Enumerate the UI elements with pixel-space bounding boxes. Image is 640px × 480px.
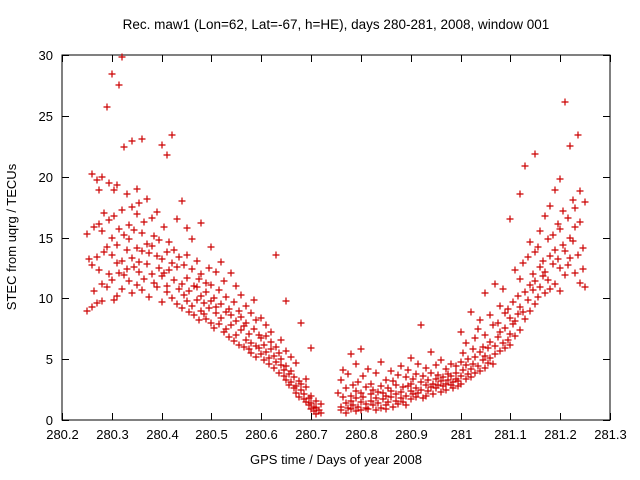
x-tick-label: 280.2 [46, 427, 79, 442]
y-tick-label: 30 [39, 48, 53, 63]
x-tick-label: 280.6 [245, 427, 278, 442]
y-axis-label: STEC from uqrg / TECUs [4, 163, 19, 310]
y-tick-label: 5 [46, 352, 53, 367]
x-tick-label: 281.3 [594, 427, 627, 442]
x-tick-label: 280.4 [146, 427, 179, 442]
x-tick-label: 280.8 [345, 427, 378, 442]
x-tick-label: 280.7 [295, 427, 328, 442]
x-tick-label: 281 [451, 427, 473, 442]
x-tick-label: 281.2 [544, 427, 577, 442]
scatter-points [83, 53, 589, 418]
x-axis-label: GPS time / Days of year 2008 [250, 452, 422, 467]
y-tick-label: 20 [39, 170, 53, 185]
y-tick-label: 25 [39, 109, 53, 124]
plot-area: 280.2 280.3 280.4 280.5 280.6 280.7 280.8 280.9… [39, 48, 627, 442]
x-tick-label: 280.5 [195, 427, 228, 442]
x-tick-label: 280.3 [96, 427, 129, 442]
plot-border [61, 54, 611, 421]
y-tick-label: 10 [39, 291, 53, 306]
y-tick-label: 0 [46, 413, 53, 428]
chart-title: Rec. maw1 (Lon=62, Lat=-67, h=HE), days … [123, 17, 550, 32]
x-tick-label: 281.1 [494, 427, 527, 442]
y-tick-label: 15 [39, 231, 53, 246]
x-tick-label: 280.9 [395, 427, 428, 442]
